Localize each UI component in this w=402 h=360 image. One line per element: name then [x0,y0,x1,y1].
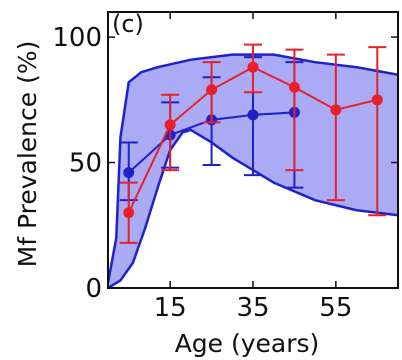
data-series-layer [119,43,387,244]
data-point [123,167,135,179]
panel-label: (c) [112,10,144,38]
envelope-fill [108,54,398,289]
model-envelope [106,53,399,290]
y-axis-title: Mf Prevalence (%) [13,41,42,268]
data-point [206,84,218,96]
x-axis-title: Age (years) [175,329,320,358]
data-point [371,94,383,106]
axis-ticks: 15 35 55 0 50 100 [52,12,398,323]
y-tick-label: 50 [69,149,102,179]
data-point [288,81,300,93]
data-point [247,61,259,73]
x-tick-label: 55 [319,293,352,323]
data-point [330,104,342,116]
series-1 [119,43,387,244]
x-tick-label: 35 [236,293,269,323]
envelope-upper-edge [106,53,399,284]
data-point [123,207,135,219]
envelope-lower-edge [107,128,399,290]
data-point [247,109,259,121]
data-point [164,119,176,131]
y-tick-label: 100 [52,23,102,53]
x-tick-label: 15 [154,293,187,323]
y-tick-label: 0 [85,274,102,304]
